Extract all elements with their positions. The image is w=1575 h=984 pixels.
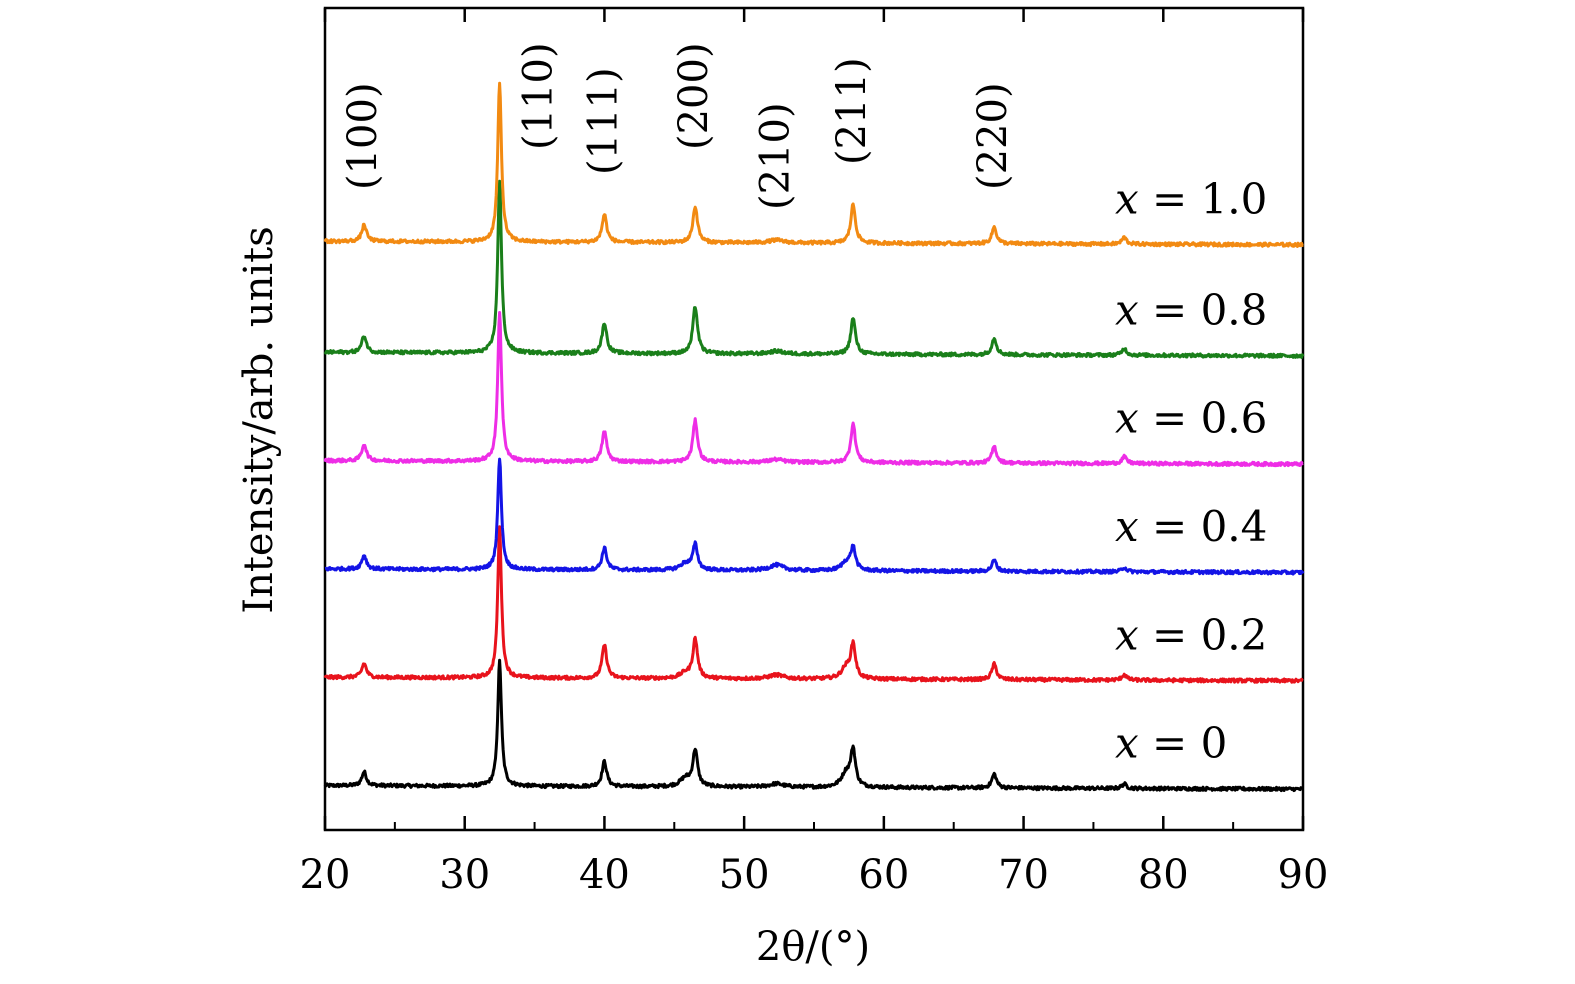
- peak-label: (100): [340, 82, 386, 190]
- series-label-variable: x: [1115, 174, 1139, 223]
- series-label: x = 0.8: [1115, 285, 1267, 334]
- series-label-value: = 0: [1139, 719, 1228, 768]
- series-label-variable: x: [1115, 610, 1139, 659]
- peak-label: (111): [580, 67, 626, 175]
- series-line-2: [324, 457, 1305, 576]
- x-tick-label: 80: [1138, 852, 1189, 898]
- x-tick-label: 30: [439, 852, 490, 898]
- series-label: x = 1.0: [1115, 174, 1267, 223]
- peak-label: (110): [516, 42, 562, 150]
- x-tick-label: 70: [998, 852, 1049, 898]
- series-label-value: = 0.6: [1139, 394, 1268, 443]
- series-line-0: [323, 658, 1304, 793]
- series-label-value: = 0.8: [1139, 285, 1268, 334]
- peak-label: (220): [970, 82, 1016, 190]
- series-line-5: [323, 81, 1304, 248]
- series-label-value: = 1.0: [1139, 174, 1268, 223]
- series-label-value: = 0.4: [1139, 502, 1268, 551]
- peak-label: (210): [752, 102, 798, 210]
- x-tick-label: 20: [300, 852, 351, 898]
- x-tick-label: 40: [579, 852, 630, 898]
- x-tick-label: 90: [1278, 852, 1329, 898]
- series-label-variable: x: [1115, 719, 1139, 768]
- peak-label: (200): [671, 42, 717, 150]
- y-axis-title: Intensity/arb. units: [236, 226, 282, 613]
- series-label-variable: x: [1115, 285, 1139, 334]
- series-label: x = 0.2: [1115, 610, 1267, 659]
- series-line-1: [323, 525, 1304, 684]
- series-label-value: = 0.2: [1139, 610, 1268, 659]
- series-label-variable: x: [1115, 502, 1139, 551]
- series-label: x = 0.4: [1115, 502, 1267, 551]
- series-label: x = 0.6: [1115, 394, 1267, 443]
- x-tick-label: 60: [858, 852, 909, 898]
- x-tick-label: 50: [719, 852, 770, 898]
- series-line-3: [323, 311, 1304, 468]
- x-axis-title: 2θ/(°): [756, 924, 870, 970]
- series-label-variable: x: [1115, 394, 1139, 443]
- series-label: x = 0: [1115, 719, 1227, 768]
- peak-label: (211): [829, 57, 875, 165]
- series-line-4: [323, 179, 1305, 359]
